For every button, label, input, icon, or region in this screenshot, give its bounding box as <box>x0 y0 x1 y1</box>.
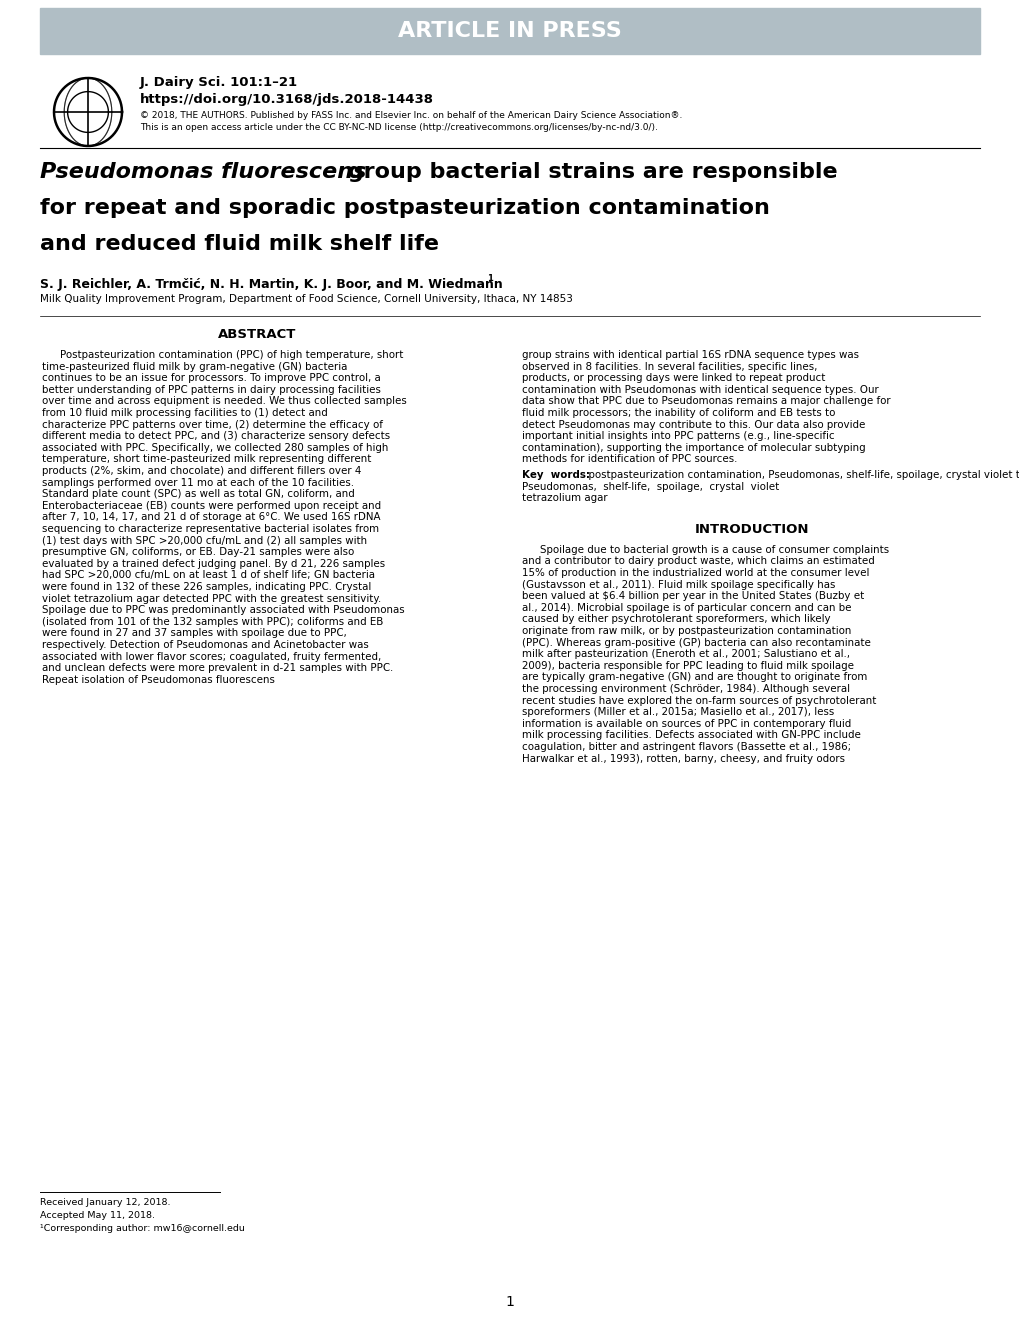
Text: Standard plate count (SPC) as well as total GN, coliform, and: Standard plate count (SPC) as well as to… <box>42 490 355 499</box>
Text: and unclean defects were more prevalent in d-21 samples with PPC.: and unclean defects were more prevalent … <box>42 663 393 673</box>
Text: Enterobacteriaceae (EB) counts were performed upon receipt and: Enterobacteriaceae (EB) counts were perf… <box>42 500 381 511</box>
Text: information is available on sources of PPC in contemporary fluid: information is available on sources of P… <box>522 719 851 729</box>
Text: respectively. Detection of Pseudomonas and Acinetobacter was: respectively. Detection of Pseudomonas a… <box>42 640 369 649</box>
Text: Harwalkar et al., 1993), rotten, barny, cheesy, and fruity odors: Harwalkar et al., 1993), rotten, barny, … <box>522 754 844 763</box>
Text: and a contributor to dairy product waste, which claims an estimated: and a contributor to dairy product waste… <box>522 557 874 566</box>
Text: different media to detect PPC, and (3) characterize sensory defects: different media to detect PPC, and (3) c… <box>42 432 389 441</box>
Text: Pseudomonas,  shelf-life,  spoilage,  crystal  violet: Pseudomonas, shelf-life, spoilage, cryst… <box>522 482 779 491</box>
Text: © 2018, THE AUTHORS. Published by FASS Inc. and Elsevier Inc. on behalf of the A: © 2018, THE AUTHORS. Published by FASS I… <box>140 111 682 120</box>
Text: ARTICLE IN PRESS: ARTICLE IN PRESS <box>397 21 622 41</box>
Text: temperature, short time-pasteurized milk representing different: temperature, short time-pasteurized milk… <box>42 454 371 465</box>
Text: 15% of production in the industrialized world at the consumer level: 15% of production in the industrialized … <box>522 568 868 578</box>
Text: recent studies have explored the on-farm sources of psychrotolerant: recent studies have explored the on-farm… <box>522 696 875 706</box>
Text: INTRODUCTION: INTRODUCTION <box>694 523 808 536</box>
Text: ABSTRACT: ABSTRACT <box>218 327 296 341</box>
Text: milk processing facilities. Defects associated with GN-PPC include: milk processing facilities. Defects asso… <box>522 730 860 741</box>
Text: sequencing to characterize representative bacterial isolates from: sequencing to characterize representativ… <box>42 524 379 535</box>
Text: 1: 1 <box>486 275 492 282</box>
Text: presumptive GN, coliforms, or EB. Day-21 samples were also: presumptive GN, coliforms, or EB. Day-21… <box>42 548 354 557</box>
Text: were found in 27 and 37 samples with spoilage due to PPC,: were found in 27 and 37 samples with spo… <box>42 628 346 639</box>
Text: postpasteurization contamination, Pseudomonas, shelf-life, spoilage, crystal vio: postpasteurization contamination, Pseudo… <box>582 470 1019 480</box>
Text: Received January 12, 2018.: Received January 12, 2018. <box>40 1199 170 1206</box>
Text: important initial insights into PPC patterns (e.g., line-specific: important initial insights into PPC patt… <box>522 432 834 441</box>
Text: associated with lower flavor scores; coagulated, fruity fermented,: associated with lower flavor scores; coa… <box>42 652 381 661</box>
Text: (isolated from 101 of the 132 samples with PPC); coliforms and EB: (isolated from 101 of the 132 samples wi… <box>42 616 383 627</box>
Text: (1) test days with SPC >20,000 cfu/mL and (2) all samples with: (1) test days with SPC >20,000 cfu/mL an… <box>42 536 367 545</box>
Text: observed in 8 facilities. In several facilities, specific lines,: observed in 8 facilities. In several fac… <box>522 362 816 372</box>
Text: originate from raw milk, or by postpasteurization contamination: originate from raw milk, or by postpaste… <box>522 626 851 636</box>
Text: 2009), bacteria responsible for PPC leading to fluid milk spoilage: 2009), bacteria responsible for PPC lead… <box>522 661 853 671</box>
Text: better understanding of PPC patterns in dairy processing facilities: better understanding of PPC patterns in … <box>42 385 380 395</box>
Text: S. J. Reichler, A. Trmčić, N. H. Martin, K. J. Boor, and M. Wiedmann: S. J. Reichler, A. Trmčić, N. H. Martin,… <box>40 279 502 290</box>
Text: Pseudomonas fluorescens: Pseudomonas fluorescens <box>40 162 366 182</box>
Text: are typically gram-negative (GN) and are thought to originate from: are typically gram-negative (GN) and are… <box>522 672 866 682</box>
Text: group bacterial strains are responsible: group bacterial strains are responsible <box>339 162 837 182</box>
Text: methods for identification of PPC sources.: methods for identification of PPC source… <box>522 454 737 465</box>
Text: fluid milk processors; the inability of coliform and EB tests to: fluid milk processors; the inability of … <box>522 408 835 418</box>
Text: 1: 1 <box>505 1295 514 1309</box>
Text: for repeat and sporadic postpasteurization contamination: for repeat and sporadic postpasteurizati… <box>40 198 769 218</box>
Text: Repeat isolation of Pseudomonas fluorescens: Repeat isolation of Pseudomonas fluoresc… <box>42 675 274 685</box>
Text: detect Pseudomonas may contribute to this. Our data also provide: detect Pseudomonas may contribute to thi… <box>522 420 864 429</box>
Bar <box>40 8 979 54</box>
Text: ¹Corresponding author: mw16@cornell.edu: ¹Corresponding author: mw16@cornell.edu <box>40 1224 245 1233</box>
Text: contamination with Pseudomonas with identical sequence types. Our: contamination with Pseudomonas with iden… <box>522 385 878 395</box>
Text: were found in 132 of these 226 samples, indicating PPC. Crystal: were found in 132 of these 226 samples, … <box>42 582 371 591</box>
Text: characterize PPC patterns over time, (2) determine the efficacy of: characterize PPC patterns over time, (2)… <box>42 420 382 429</box>
Text: group strains with identical partial 16S rDNA sequence types was: group strains with identical partial 16S… <box>522 350 858 360</box>
Text: contamination), supporting the importance of molecular subtyping: contamination), supporting the importanc… <box>522 442 865 453</box>
Text: violet tetrazolium agar detected PPC with the greatest sensitivity.: violet tetrazolium agar detected PPC wit… <box>42 594 381 603</box>
Text: from 10 fluid milk processing facilities to (1) detect and: from 10 fluid milk processing facilities… <box>42 408 327 418</box>
Text: sporeformers (Miller et al., 2015a; Masiello et al., 2017), less: sporeformers (Miller et al., 2015a; Masi… <box>522 708 834 717</box>
Text: the processing environment (Schröder, 1984). Although several: the processing environment (Schröder, 19… <box>522 684 849 694</box>
Text: milk after pasteurization (Eneroth et al., 2001; Salustiano et al.,: milk after pasteurization (Eneroth et al… <box>522 649 849 659</box>
Text: over time and across equipment is needed. We thus collected samples: over time and across equipment is needed… <box>42 396 407 407</box>
Text: Spoilage due to PPC was predominantly associated with Pseudomonas: Spoilage due to PPC was predominantly as… <box>42 605 405 615</box>
Text: been valued at $6.4 billion per year in the United States (Buzby et: been valued at $6.4 billion per year in … <box>522 591 863 601</box>
Text: (Gustavsson et al., 2011). Fluid milk spoilage specifically has: (Gustavsson et al., 2011). Fluid milk sp… <box>522 579 835 590</box>
Text: data show that PPC due to Pseudomonas remains a major challenge for: data show that PPC due to Pseudomonas re… <box>522 396 890 407</box>
Text: Postpasteurization contamination (PPC) of high temperature, short: Postpasteurization contamination (PPC) o… <box>60 350 403 360</box>
Text: time-pasteurized fluid milk by gram-negative (GN) bacteria: time-pasteurized fluid milk by gram-nega… <box>42 362 347 372</box>
Text: J. Dairy Sci. 101:1–21: J. Dairy Sci. 101:1–21 <box>140 77 298 88</box>
Text: Milk Quality Improvement Program, Department of Food Science, Cornell University: Milk Quality Improvement Program, Depart… <box>40 294 573 304</box>
Text: caused by either psychrotolerant sporeformers, which likely: caused by either psychrotolerant sporefo… <box>522 614 829 624</box>
Text: samplings performed over 11 mo at each of the 10 facilities.: samplings performed over 11 mo at each o… <box>42 478 354 487</box>
Text: products, or processing days were linked to repeat product: products, or processing days were linked… <box>522 374 824 383</box>
Text: coagulation, bitter and astringent flavors (Bassette et al., 1986;: coagulation, bitter and astringent flavo… <box>522 742 850 752</box>
Text: evaluated by a trained defect judging panel. By d 21, 226 samples: evaluated by a trained defect judging pa… <box>42 558 385 569</box>
Text: https://doi.org/10.3168/jds.2018-14438: https://doi.org/10.3168/jds.2018-14438 <box>140 92 433 106</box>
Text: associated with PPC. Specifically, we collected 280 samples of high: associated with PPC. Specifically, we co… <box>42 442 388 453</box>
Text: had SPC >20,000 cfu/mL on at least 1 d of shelf life; GN bacteria: had SPC >20,000 cfu/mL on at least 1 d o… <box>42 570 375 581</box>
Text: continues to be an issue for processors. To improve PPC control, a: continues to be an issue for processors.… <box>42 374 380 383</box>
Text: and reduced fluid milk shelf life: and reduced fluid milk shelf life <box>40 234 438 253</box>
Text: products (2%, skim, and chocolate) and different fillers over 4: products (2%, skim, and chocolate) and d… <box>42 466 361 477</box>
Text: (PPC). Whereas gram-positive (GP) bacteria can also recontaminate: (PPC). Whereas gram-positive (GP) bacter… <box>522 638 870 648</box>
Text: after 7, 10, 14, 17, and 21 d of storage at 6°C. We used 16S rDNA: after 7, 10, 14, 17, and 21 d of storage… <box>42 512 380 523</box>
Text: This is an open access article under the CC BY-NC-ND license (http://creativecom: This is an open access article under the… <box>140 123 657 132</box>
Text: Key  words:: Key words: <box>522 470 589 480</box>
Text: tetrazolium agar: tetrazolium agar <box>522 494 607 503</box>
Text: Spoilage due to bacterial growth is a cause of consumer complaints: Spoilage due to bacterial growth is a ca… <box>539 545 889 554</box>
Text: al., 2014). Microbial spoilage is of particular concern and can be: al., 2014). Microbial spoilage is of par… <box>522 603 851 612</box>
Text: Accepted May 11, 2018.: Accepted May 11, 2018. <box>40 1210 155 1220</box>
